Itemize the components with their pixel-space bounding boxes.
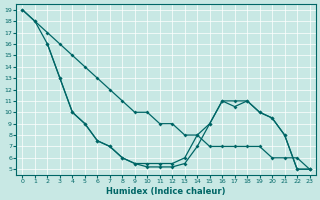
X-axis label: Humidex (Indice chaleur): Humidex (Indice chaleur) [106,187,226,196]
